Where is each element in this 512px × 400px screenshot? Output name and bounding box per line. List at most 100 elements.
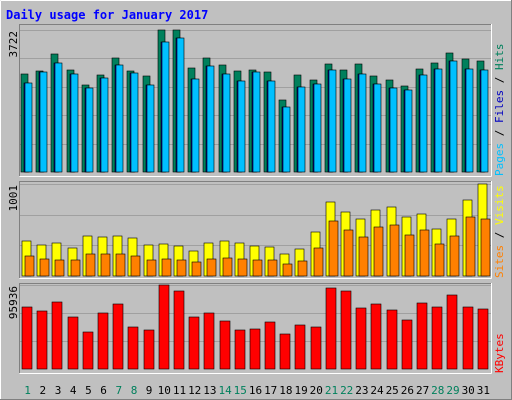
bar-pages-day-12 [191,78,200,173]
bar-pages-day-19 [297,86,306,173]
bar-pages-day-16 [252,71,261,173]
bar-pages-day-15 [237,80,246,173]
hits-axis-legend: Pages / Files / Hits [493,44,506,177]
bar-sites-day-23 [358,236,369,277]
legend-kbytes: KBytes [493,333,506,373]
bar-pages-day-3 [54,62,63,173]
day-label-2: 2 [39,384,46,397]
bar-kbytes-day-20 [310,326,322,370]
day-label-24: 24 [370,384,384,397]
day-label-23: 23 [355,384,368,397]
bar-kbytes-day-10 [158,284,170,370]
day-label-31: 31 [477,384,490,397]
day-label-29: 29 [446,384,459,397]
series-sites [24,216,491,277]
bar-sites-day-22 [343,229,354,277]
legend-separator: / [493,225,506,245]
bar-kbytes-day-15 [234,329,246,370]
bar-pages-day-21 [328,69,337,173]
bar-sites-day-17 [267,259,278,277]
bar-pages-day-10 [161,41,170,173]
bar-sites-day-15 [237,258,248,277]
day-label-13: 13 [203,384,216,397]
day-label-3: 3 [55,384,62,397]
bar-pages-day-31 [480,69,489,173]
bar-kbytes-day-16 [249,328,261,370]
bar-pages-day-7 [115,64,124,173]
day-label-4: 4 [70,384,77,397]
bar-pages-day-30 [465,68,474,173]
bar-kbytes-day-24 [370,303,382,370]
bar-pages-day-22 [343,78,352,173]
bar-kbytes-day-21 [325,287,337,370]
bar-sites-day-16 [252,259,263,277]
bar-sites-day-1 [24,255,35,277]
bar-pages-day-17 [267,80,276,173]
kbytes-axis-legend: KBytes [493,333,506,373]
bar-sites-day-31 [480,218,491,277]
bar-kbytes-day-11 [173,290,185,370]
day-label-1: 1 [24,384,31,397]
day-label-19: 19 [294,384,307,397]
day-label-25: 25 [386,384,399,397]
day-label-22: 22 [340,384,353,397]
visits-max-label: 1001 [7,185,20,212]
day-label-17: 17 [264,384,277,397]
day-label-18: 18 [279,384,292,397]
x-axis-tick-labels: 1 2 3 4 5 6 7 8 9 10 11 12 13 14 15 16 17 18 19 20 21 22 23 24 2… [24,384,490,397]
legend-hits: Hits [493,44,506,71]
bar-kbytes-day-23 [355,307,367,370]
visits-axis-legend: Sites / Visits [493,185,506,278]
day-label-14: 14 [218,384,232,397]
bar-kbytes-day-30 [462,306,474,370]
bar-kbytes-day-18 [279,333,291,370]
bar-sites-day-2 [39,258,50,277]
panel-visits: 1001 Sites / Visits [7,181,506,279]
bar-sites-day-4 [70,259,81,277]
legend-separator: / [493,70,506,90]
bar-sites-day-21 [328,220,339,277]
bar-sites-day-10 [161,258,172,277]
series-pages [24,37,489,173]
bar-kbytes-day-3 [51,301,63,370]
legend-files: Files [493,90,506,123]
day-label-21: 21 [325,384,338,397]
bar-kbytes-day-19 [294,324,306,370]
bar-kbytes-day-1 [21,306,33,370]
day-label-11: 11 [173,384,186,397]
bar-kbytes-day-9 [143,329,155,370]
bar-kbytes-day-28 [431,306,443,370]
bar-pages-day-26 [404,89,413,173]
bar-sites-day-20 [313,247,324,277]
bar-pages-day-8 [130,72,139,173]
bar-kbytes-day-8 [127,326,139,370]
bar-sites-day-13 [206,258,217,277]
bar-pages-day-6 [100,77,109,173]
bar-sites-day-26 [404,234,415,277]
bar-kbytes-day-29 [446,294,458,370]
bar-sites-day-25 [389,224,400,277]
bar-pages-day-13 [206,65,215,173]
bar-pages-day-23 [358,73,367,173]
day-label-28: 28 [431,384,444,397]
bar-pages-day-28 [434,68,443,173]
bar-pages-day-24 [373,83,382,173]
day-label-26: 26 [401,384,414,397]
day-label-7: 7 [115,384,122,397]
bar-sites-day-14 [222,257,233,277]
bar-pages-day-11 [176,37,185,173]
kbytes-max-label: 95936 [7,286,20,319]
bar-kbytes-day-17 [264,321,276,370]
bar-kbytes-day-31 [477,308,489,370]
bar-pages-day-5 [85,87,94,173]
bar-pages-day-14 [222,73,231,173]
series-kbytes [21,284,489,370]
bar-sites-day-28 [434,243,445,277]
bar-sites-day-5 [85,253,96,277]
hits-max-label: 3722 [7,31,20,58]
bar-pages-day-25 [389,87,398,173]
bar-sites-day-7 [115,253,126,277]
bar-kbytes-day-14 [219,320,231,370]
